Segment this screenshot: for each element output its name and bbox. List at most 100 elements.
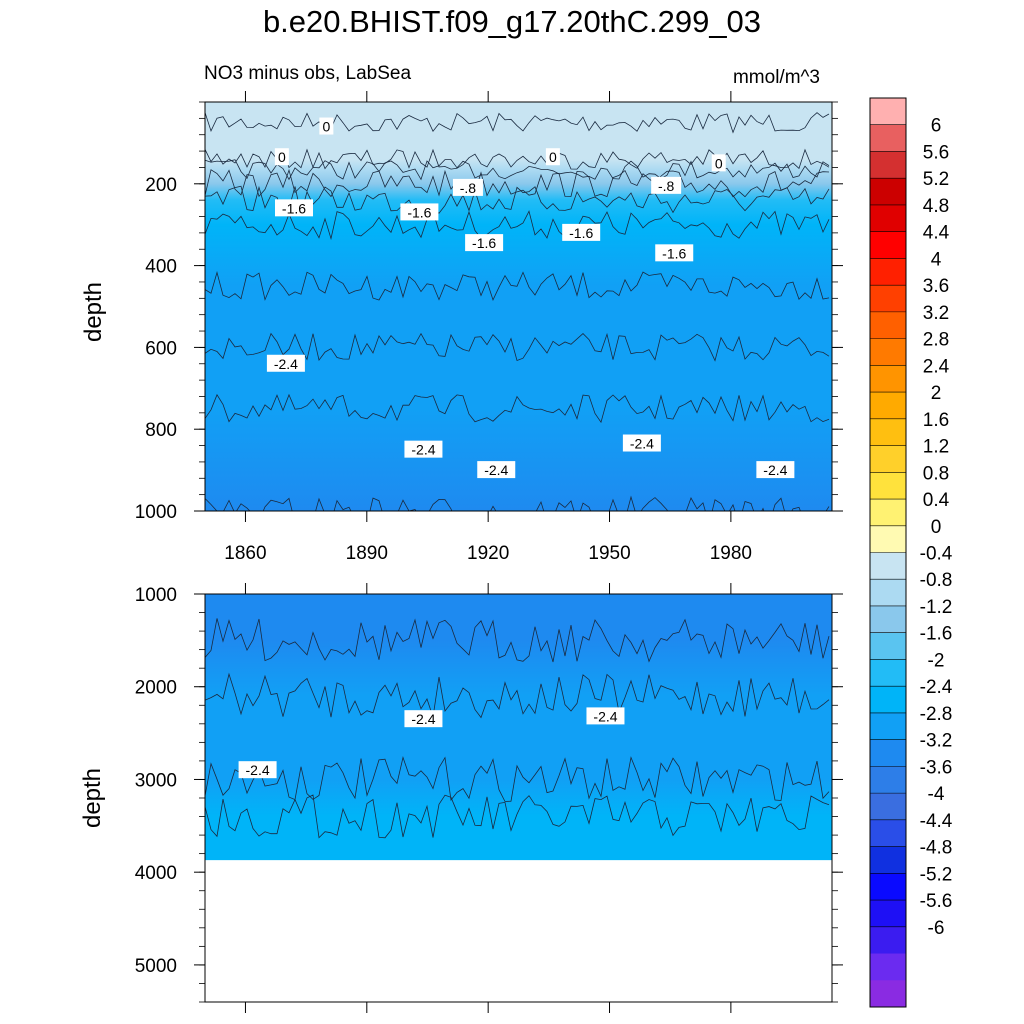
panel-subtitle: NO3 minus obs, LabSea bbox=[204, 63, 412, 84]
contour-label-text: -2.4 bbox=[630, 436, 654, 452]
figure-title: b.e20.BHIST.f09_g17.20thC.299_03 bbox=[262, 4, 762, 39]
colorbar-swatch bbox=[870, 499, 906, 527]
top-panel-frame bbox=[204, 101, 833, 512]
colorbar-swatch bbox=[870, 98, 906, 126]
contour-label-box bbox=[452, 178, 483, 196]
contour-label: -2.4 bbox=[622, 434, 661, 452]
colorbar-swatch bbox=[870, 846, 906, 874]
contour-label-text: -1.6 bbox=[662, 245, 686, 261]
contour-line bbox=[205, 210, 830, 241]
colorbar-label: -2 bbox=[928, 650, 945, 671]
contour-label-box bbox=[238, 761, 277, 779]
contour-label: -2.4 bbox=[756, 461, 795, 479]
contour-label: -2.4 bbox=[586, 707, 625, 725]
contour-label: -2.4 bbox=[404, 710, 443, 728]
colorbar-label: 1.2 bbox=[923, 437, 949, 458]
colorbar-label: 4 bbox=[931, 249, 942, 270]
colorbar-swatch bbox=[870, 926, 906, 955]
colorbar-label: 5.6 bbox=[923, 142, 949, 163]
colorbar-swatch bbox=[870, 552, 906, 580]
colorbar-swatch bbox=[870, 739, 906, 767]
colorbar-label: 0 bbox=[931, 517, 942, 538]
colorbar-swatch bbox=[870, 178, 906, 206]
colorbar-label: 3.6 bbox=[923, 276, 949, 297]
colorbar-label: -1.6 bbox=[920, 624, 953, 645]
y-tick-label: 600 bbox=[145, 338, 177, 359]
y-tick-label: 5000 bbox=[135, 956, 177, 977]
units-label: mmol/m^3 bbox=[732, 67, 820, 88]
colorbar-label: -4 bbox=[928, 784, 945, 805]
colorbar-label: 5.2 bbox=[923, 169, 949, 190]
contour-line bbox=[205, 618, 830, 663]
colorbar-label: 4.4 bbox=[923, 223, 950, 244]
colorbar-label: -2.4 bbox=[920, 677, 953, 698]
colorbar-label: 4.8 bbox=[923, 196, 949, 217]
colorbar-swatch bbox=[870, 632, 906, 660]
colorbar-swatch bbox=[870, 712, 906, 741]
bottom-contour-labels: -2.4 -2.4 -2.4 bbox=[238, 707, 625, 779]
bottom-panel: -2.4 -2.4 -2.4 1000 2000 3000 4000 5000 depth bbox=[79, 583, 843, 1013]
colorbar-label: 3.2 bbox=[923, 303, 949, 324]
contour-label-text: -1.6 bbox=[407, 204, 431, 220]
bottom-axis-ticks: 1000 2000 3000 4000 5000 bbox=[135, 583, 843, 1013]
contour-label-box bbox=[622, 434, 661, 452]
contour-label-text: -.8 bbox=[460, 180, 477, 196]
colorbar-swatch bbox=[870, 311, 906, 340]
colorbar-label: -3.6 bbox=[920, 757, 953, 778]
colorbar-swatch bbox=[870, 418, 906, 447]
colorbar-label: -1.2 bbox=[920, 597, 953, 618]
colorbar-swatch bbox=[870, 392, 906, 420]
colorbar: 6 5.6 5.2 4.8 4.4 4 3.6 3.2 2.8 2.4 2 1.6 1.2 0.8 0.4 0… bbox=[869, 97, 953, 1008]
colorbar-swatch bbox=[870, 605, 906, 634]
colorbar-swatch bbox=[870, 793, 906, 821]
contour-label-box bbox=[651, 176, 682, 194]
bottom-panel-texture bbox=[205, 618, 830, 839]
contour-label-box bbox=[465, 234, 504, 252]
contour-label-text: 0 bbox=[715, 155, 723, 171]
top-axis-ticks: 200 400 600 800 1000 1860 1890 1920 1950 1980 bbox=[135, 91, 843, 564]
y-tick-label: 800 bbox=[145, 420, 177, 441]
colorbar-swatch bbox=[870, 124, 906, 152]
colorbar-swatch bbox=[870, 953, 906, 981]
colorbar-label: 6 bbox=[931, 116, 942, 137]
contour-line bbox=[205, 495, 830, 511]
y-tick-label: 4000 bbox=[135, 863, 177, 884]
colorbar-swatch bbox=[870, 258, 906, 286]
contour-label-box bbox=[319, 117, 334, 135]
contour-label-box bbox=[404, 440, 443, 458]
colorbar-label: -0.8 bbox=[920, 570, 953, 591]
colorbar-label: -5.6 bbox=[920, 891, 953, 912]
colorbar-swatch bbox=[870, 338, 906, 366]
contour-line bbox=[205, 794, 830, 839]
contour-line bbox=[205, 756, 830, 802]
contour-label: 0 bbox=[319, 117, 334, 135]
top-panel-texture bbox=[205, 112, 830, 511]
contour-label-box bbox=[400, 203, 439, 221]
x-tick-label: 1860 bbox=[224, 543, 266, 564]
y-tick-label: 1000 bbox=[135, 502, 177, 523]
contour-label: -2.4 bbox=[477, 461, 516, 479]
contour-line bbox=[205, 672, 830, 719]
x-tick-label: 1980 bbox=[710, 543, 752, 564]
colorbar-label: 2 bbox=[931, 383, 942, 404]
contour-label: 0 bbox=[545, 148, 560, 166]
contour-label: -.8 bbox=[651, 176, 682, 194]
contour-label-text: -2.4 bbox=[484, 462, 508, 478]
colorbar-swatch bbox=[870, 525, 906, 553]
bottom-y-axis-label: depth bbox=[79, 768, 106, 828]
colorbar-label: -3.2 bbox=[920, 731, 953, 752]
bottom-panel-field bbox=[205, 594, 832, 861]
y-tick-label: 1000 bbox=[135, 585, 177, 606]
contour-label-text: 0 bbox=[549, 149, 557, 165]
top-panel-field bbox=[205, 102, 832, 511]
colorbar-swatch bbox=[870, 231, 906, 259]
colorbar-swatch bbox=[870, 900, 906, 928]
contour-label-text: -2.4 bbox=[593, 708, 617, 724]
colorbar-swatch bbox=[870, 766, 906, 794]
colorbar-swatch bbox=[870, 151, 906, 179]
colorbar-swatch bbox=[870, 204, 906, 233]
colorbar-label: -4.4 bbox=[920, 811, 953, 832]
contour-label-box bbox=[404, 710, 443, 728]
colorbar-swatch bbox=[870, 579, 906, 607]
